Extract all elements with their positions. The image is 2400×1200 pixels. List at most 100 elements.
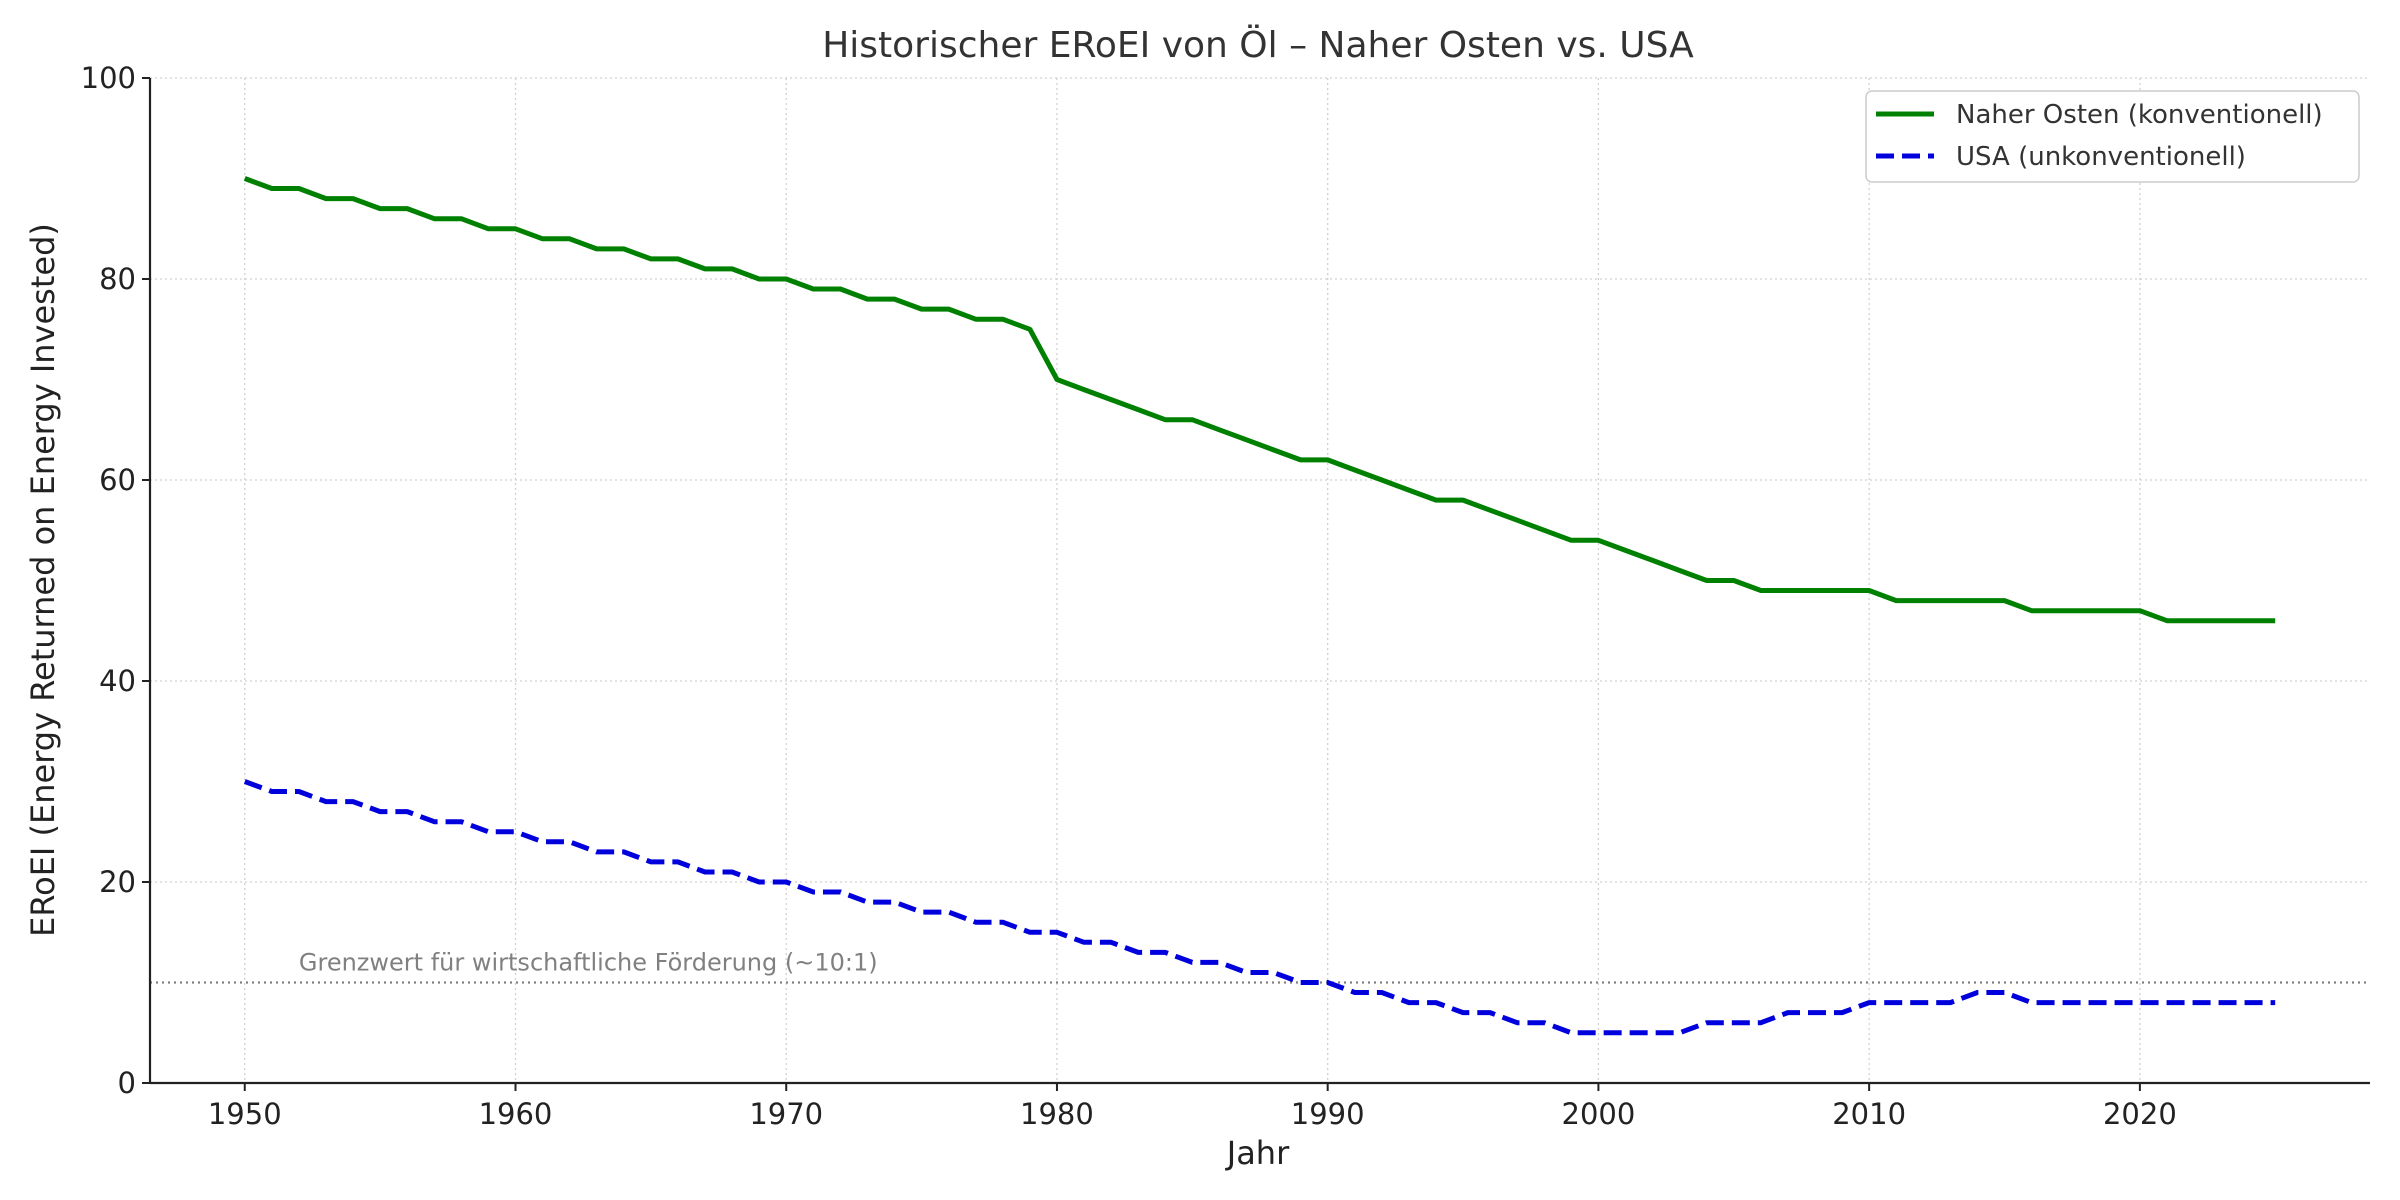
data-point bbox=[324, 799, 329, 804]
data-point bbox=[1434, 1000, 1439, 1005]
data-point bbox=[1948, 1000, 1953, 1005]
data-point bbox=[1379, 478, 1384, 483]
data-point bbox=[1244, 970, 1249, 975]
data-point bbox=[1975, 990, 1980, 995]
data-point bbox=[919, 910, 924, 915]
data-point bbox=[2083, 608, 2088, 613]
data-point bbox=[351, 799, 356, 804]
data-point bbox=[1596, 1030, 1601, 1035]
data-point bbox=[1542, 528, 1547, 533]
legend-label: USA (unkonventionell) bbox=[1956, 142, 2246, 172]
data-point bbox=[594, 246, 599, 251]
data-point bbox=[1813, 588, 1818, 593]
data-point bbox=[1190, 417, 1195, 422]
data-point bbox=[2165, 618, 2170, 623]
data-point bbox=[1623, 1030, 1628, 1035]
data-point bbox=[621, 849, 626, 854]
data-point bbox=[1569, 1030, 1574, 1035]
legend: Naher Osten (konventionell) USA (unkonven… bbox=[1865, 90, 2360, 183]
y-tick-label: 80 bbox=[99, 262, 136, 296]
data-point bbox=[703, 870, 708, 875]
data-point bbox=[432, 819, 437, 824]
data-point bbox=[730, 870, 735, 875]
data-point bbox=[1813, 1010, 1818, 1015]
data-point bbox=[2137, 1000, 2142, 1005]
data-point bbox=[2110, 1000, 2115, 1005]
data-point bbox=[1461, 1010, 1466, 1015]
data-point bbox=[1298, 980, 1303, 985]
data-point bbox=[2273, 1000, 2278, 1005]
data-point bbox=[242, 176, 247, 181]
data-point bbox=[1217, 960, 1222, 965]
data-point bbox=[1542, 1020, 1547, 1025]
data-point bbox=[1136, 407, 1141, 412]
data-point bbox=[1055, 930, 1060, 935]
data-point bbox=[865, 297, 870, 302]
data-point bbox=[648, 859, 653, 864]
x-tick-label: 2000 bbox=[1562, 1097, 1636, 1131]
data-point bbox=[811, 287, 816, 292]
series-lines bbox=[242, 176, 2278, 1036]
data-point bbox=[1894, 1000, 1899, 1005]
x-axis-label: Jahr bbox=[1225, 1134, 1290, 1172]
data-point bbox=[1785, 588, 1790, 593]
data-point bbox=[784, 277, 789, 282]
data-point bbox=[757, 277, 762, 282]
data-point bbox=[892, 900, 897, 905]
data-point bbox=[1704, 1020, 1709, 1025]
y-tick-label: 100 bbox=[81, 61, 136, 95]
data-point bbox=[269, 186, 274, 191]
data-point bbox=[2083, 1000, 2088, 1005]
data-point bbox=[1000, 920, 1005, 925]
data-point bbox=[2219, 1000, 2224, 1005]
data-point bbox=[2029, 1000, 2034, 1005]
x-tick-label: 1950 bbox=[208, 1097, 282, 1131]
data-point bbox=[2002, 990, 2007, 995]
data-point bbox=[2056, 1000, 2061, 1005]
data-point bbox=[513, 829, 518, 834]
data-point bbox=[784, 880, 789, 885]
data-point bbox=[919, 307, 924, 312]
data-point bbox=[1082, 940, 1087, 945]
data-point bbox=[730, 266, 735, 271]
data-point bbox=[459, 216, 464, 221]
series-line-1 bbox=[243, 779, 2276, 1036]
data-point bbox=[838, 890, 843, 895]
data-point bbox=[2192, 1000, 2197, 1005]
data-point bbox=[486, 829, 491, 834]
data-point bbox=[1325, 457, 1330, 462]
data-point bbox=[1840, 1010, 1845, 1015]
data-point bbox=[1515, 518, 1520, 523]
data-point bbox=[1082, 387, 1087, 392]
data-point bbox=[1352, 990, 1357, 995]
data-point bbox=[1867, 1000, 1872, 1005]
data-point bbox=[1190, 960, 1195, 965]
legend-box bbox=[1865, 90, 2360, 183]
data-point bbox=[973, 920, 978, 925]
data-point bbox=[296, 789, 301, 794]
data-point bbox=[459, 819, 464, 824]
data-point bbox=[1488, 508, 1493, 513]
data-point bbox=[540, 839, 545, 844]
data-point bbox=[1623, 548, 1628, 553]
data-point bbox=[1136, 950, 1141, 955]
data-point bbox=[1867, 588, 1872, 593]
data-point bbox=[2192, 618, 2197, 623]
data-point bbox=[865, 900, 870, 905]
data-point bbox=[1677, 1030, 1682, 1035]
data-point bbox=[2110, 608, 2115, 613]
data-point bbox=[594, 849, 599, 854]
data-point bbox=[1434, 498, 1439, 503]
data-point bbox=[2246, 618, 2251, 623]
data-point bbox=[486, 226, 491, 231]
data-point bbox=[1055, 377, 1060, 382]
data-point bbox=[1921, 1000, 1926, 1005]
reference-line-group: Grenzwert für wirtschaftliche Förderung … bbox=[150, 949, 2370, 984]
data-point bbox=[621, 246, 626, 251]
data-point bbox=[648, 256, 653, 261]
data-point bbox=[1650, 558, 1655, 563]
data-point bbox=[1352, 468, 1357, 473]
x-tick-label: 1960 bbox=[479, 1097, 553, 1131]
x-tick-label: 1970 bbox=[749, 1097, 823, 1131]
data-point bbox=[1163, 417, 1168, 422]
